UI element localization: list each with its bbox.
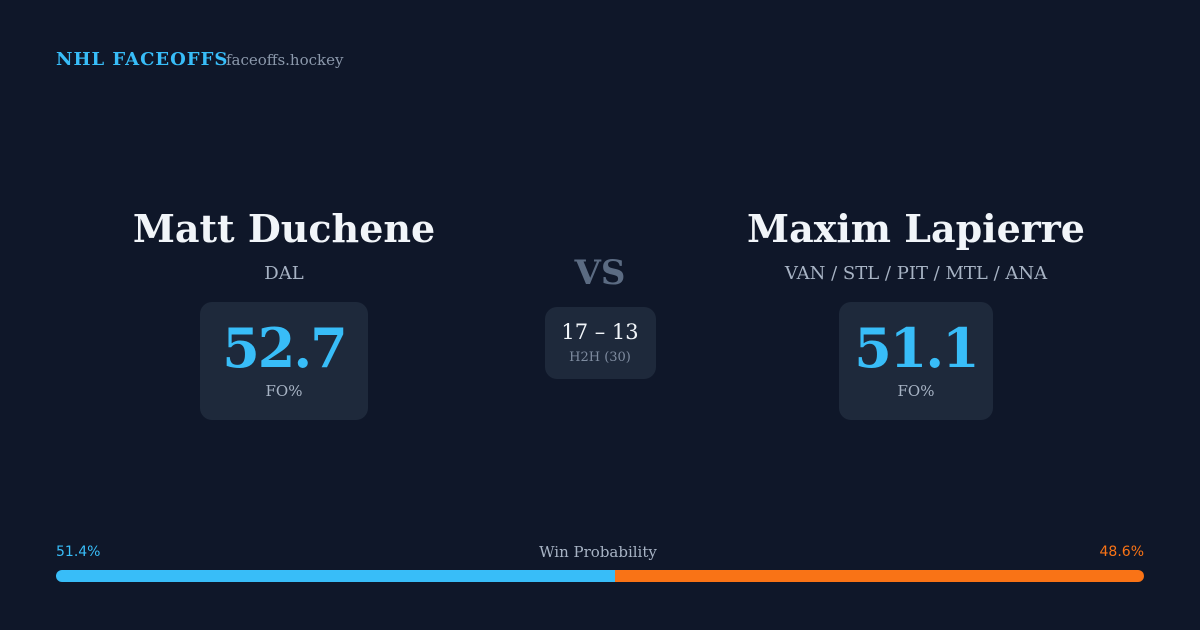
h2h-score: 17 – 13: [561, 320, 639, 344]
player-name: Matt Duchene: [132, 206, 436, 251]
player-teams: VAN / STL / PIT / MTL / ANA: [784, 263, 1048, 284]
h2h-label: H2H (30): [569, 350, 631, 365]
h2h-card: 17 – 13 H2H (30): [545, 307, 656, 379]
player-teams: DAL: [264, 263, 304, 284]
win-probability-bar: [56, 570, 1144, 582]
fo-percent: 52.7: [222, 316, 348, 380]
win-probability-left: 51.4%: [56, 544, 101, 560]
win-probability-right: 48.6%: [1099, 544, 1144, 560]
fo-percent: 51.1: [854, 316, 980, 380]
versus: VS: [574, 253, 626, 293]
fo-card: 52.7 FO%: [200, 302, 368, 420]
brand-title: NHL FACEOFFS: [56, 49, 229, 70]
fo-label: FO%: [265, 382, 303, 400]
site-name: faceoffs.hockey: [226, 51, 344, 69]
player-name: Maxim Lapierre: [747, 206, 1085, 251]
fo-label: FO%: [897, 382, 935, 400]
probability-segment: [56, 570, 616, 582]
probability-segment: [615, 570, 1144, 582]
fo-card: 51.1 FO%: [839, 302, 993, 420]
win-probability-label: Win Probability: [539, 543, 657, 561]
